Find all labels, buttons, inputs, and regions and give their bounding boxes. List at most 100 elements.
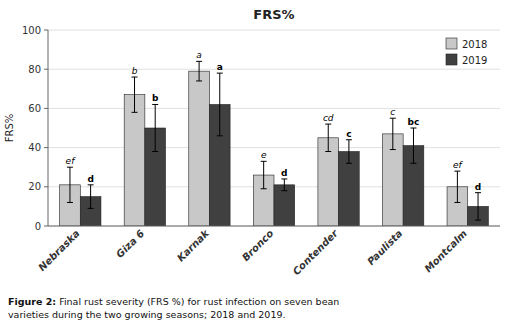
error-bar: [390, 118, 396, 149]
legend: 2018 2019: [446, 38, 487, 66]
error-cap: [410, 128, 416, 129]
caption: Figure 2: Final rust severity (FRS %) fo…: [8, 296, 339, 320]
error-cap: [346, 139, 352, 140]
y-tick-label: 40: [28, 142, 41, 153]
annotation: a: [217, 62, 223, 72]
bar: [274, 185, 295, 226]
error-cap: [67, 167, 73, 168]
annotation: a: [196, 50, 202, 60]
x-axis: [48, 226, 500, 227]
annotation: e: [261, 150, 267, 160]
grid-line: [48, 69, 500, 70]
error-cap: [152, 104, 158, 105]
y-tick-label: 0: [35, 221, 41, 232]
error-bar: [261, 161, 267, 188]
chart: 020406080100efbaecdcefdbadcbcdNebraskaGi…: [0, 0, 512, 333]
error-line: [478, 193, 479, 220]
error-line: [348, 140, 349, 164]
y-tick-label: 20: [28, 181, 41, 192]
bar: [318, 138, 339, 226]
annotation: ef: [453, 160, 464, 170]
error-cap: [88, 208, 94, 209]
error-bar: [454, 171, 460, 202]
error-line: [219, 73, 220, 136]
bar: [124, 95, 145, 226]
bars: [60, 61, 489, 226]
error-bar: [152, 104, 158, 151]
error-cap: [196, 61, 202, 62]
error-cap: [454, 171, 460, 172]
error-cap: [410, 163, 416, 164]
y-tick-label: 100: [22, 25, 41, 36]
x-tick-label: Montcalm: [422, 228, 469, 275]
y-tick: [44, 108, 48, 109]
grid-line: [48, 147, 500, 148]
x-tick-label: Nebraska: [36, 227, 82, 273]
y-tick: [44, 69, 48, 70]
annotation: c: [390, 107, 395, 117]
grid: [48, 30, 500, 226]
error-line: [134, 77, 135, 112]
y-axis: [48, 30, 49, 226]
error-cap: [132, 112, 138, 113]
error-cap: [261, 188, 267, 189]
error-bar: [346, 140, 352, 164]
error-cap: [281, 190, 287, 191]
annotation: d: [281, 168, 287, 178]
legend-swatch: [446, 54, 457, 65]
error-cap: [217, 135, 223, 136]
error-cap: [390, 118, 396, 119]
x-tick-label: Karnak: [175, 227, 212, 264]
error-cap: [346, 163, 352, 164]
error-line: [284, 179, 285, 191]
caption-text: varieties during the two growing seasons…: [8, 309, 286, 320]
annotation: c: [346, 129, 351, 139]
error-cap: [196, 80, 202, 81]
error-cap: [152, 151, 158, 152]
error-cap: [261, 161, 267, 162]
error-bar: [217, 73, 223, 136]
error-line: [155, 104, 156, 151]
annotation: b: [132, 66, 138, 76]
error-line: [328, 124, 329, 151]
x-tick-label: Giza 6: [114, 228, 146, 260]
error-cap: [325, 151, 331, 152]
bar: [189, 71, 210, 226]
error-cap: [88, 184, 94, 185]
grid-line: [48, 30, 500, 31]
error-cap: [390, 149, 396, 150]
error-bar: [475, 193, 481, 220]
annotation: cd: [323, 113, 334, 123]
annotation: b: [152, 93, 159, 103]
legend-label: 2019: [462, 55, 487, 66]
grid-line: [48, 108, 500, 109]
error-bar: [325, 124, 331, 151]
title: FRS%: [253, 7, 294, 22]
caption-text: Final rust severity (FRS %) for rust inf…: [56, 296, 339, 307]
error-line: [263, 161, 264, 188]
error-cap: [454, 202, 460, 203]
error-cap: [67, 202, 73, 203]
error-cap: [217, 73, 223, 74]
annotation: d: [87, 174, 93, 184]
error-line: [69, 167, 70, 202]
x-tick-label: Paulista: [365, 227, 405, 267]
error-cap: [325, 124, 331, 125]
y-tick: [44, 147, 48, 148]
legend-label: 2018: [462, 39, 487, 50]
annotation: ef: [66, 156, 77, 166]
error-bar: [281, 179, 287, 191]
y-tick: [44, 226, 48, 227]
legend-swatch: [446, 38, 457, 49]
x-tick-label: Contender: [291, 227, 341, 277]
error-line: [413, 128, 414, 163]
error-bar: [67, 167, 73, 202]
annotation: bc: [408, 117, 420, 127]
error-bar: [132, 77, 138, 112]
y-axis-label: FRS%: [4, 114, 15, 143]
x-tick-label: Bronco: [240, 228, 276, 264]
annotation: d: [475, 182, 481, 192]
error-cap: [132, 77, 138, 78]
y-tick: [44, 30, 48, 31]
error-bar: [88, 185, 94, 209]
